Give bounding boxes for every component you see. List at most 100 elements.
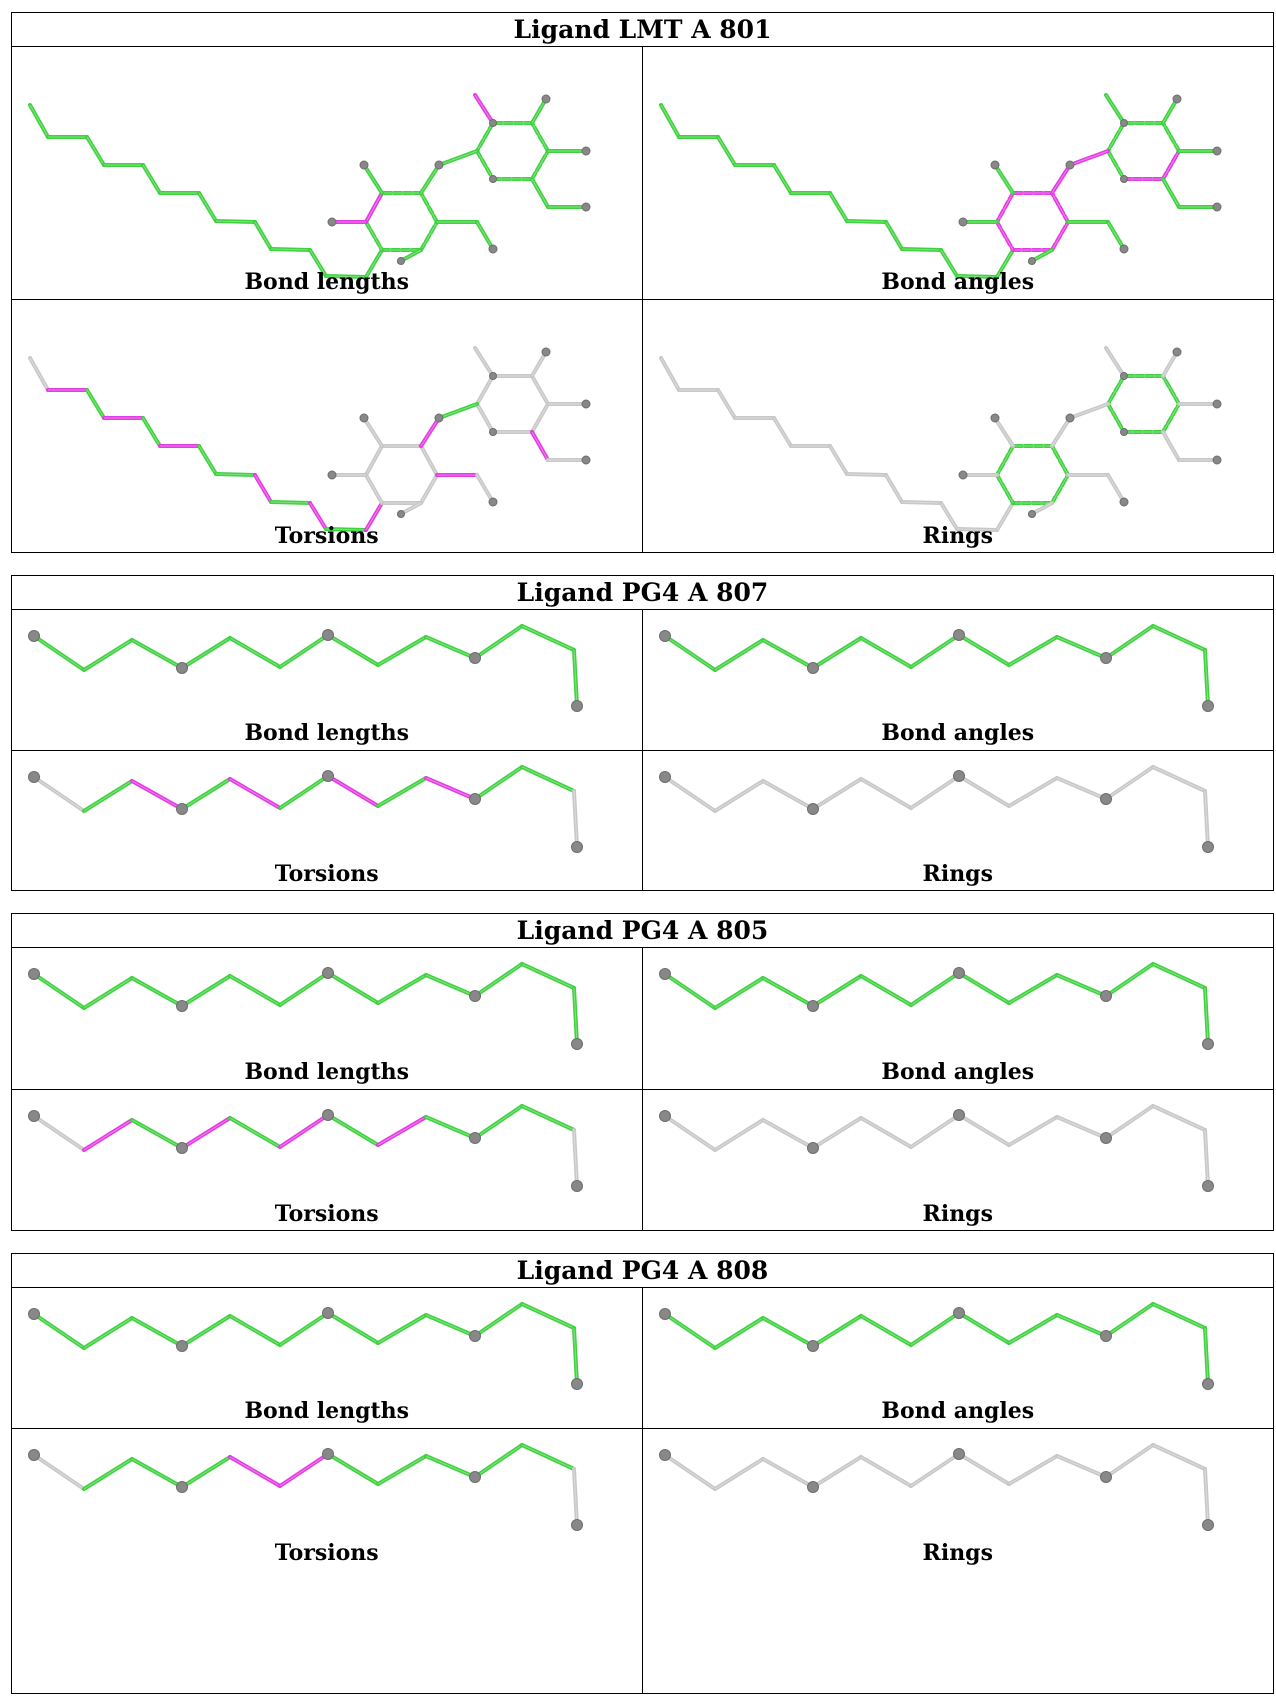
bond xyxy=(197,444,218,476)
atom xyxy=(1099,793,1112,805)
bond-highlight xyxy=(33,776,85,812)
atom xyxy=(806,1000,819,1012)
bond xyxy=(419,220,439,252)
bond xyxy=(376,776,428,808)
molecule-diagram xyxy=(658,765,1214,853)
panel-label: Bond lengths xyxy=(244,1059,410,1085)
panel-label: Rings xyxy=(922,861,993,887)
atom xyxy=(658,1308,671,1320)
bond-highlight xyxy=(664,635,715,671)
bond-highlight xyxy=(664,776,715,812)
panel-label: Bond lengths xyxy=(244,720,410,746)
bond xyxy=(954,527,999,532)
panel-label: Torsions xyxy=(274,523,379,549)
bond-highlight xyxy=(254,221,272,250)
bond xyxy=(715,388,737,420)
bond xyxy=(994,191,1015,224)
bond-highlight xyxy=(664,1313,715,1349)
panel-label: Bond angles xyxy=(881,1059,1035,1085)
bond-highlight xyxy=(660,357,679,391)
bond-highlight xyxy=(83,1317,133,1349)
bond-highlight xyxy=(474,1303,523,1337)
ligand-block-lmt-801: Ligand LMT A 801 Bond lengths Bond angle… xyxy=(11,12,1274,553)
bond-highlight xyxy=(1008,1314,1057,1344)
bond xyxy=(662,1114,717,1152)
bond xyxy=(1160,97,1179,125)
bond-highlight xyxy=(254,474,272,503)
bond-highlight xyxy=(714,1458,763,1490)
bond-highlight xyxy=(229,975,281,1006)
bond xyxy=(858,1314,913,1347)
bond-highlight xyxy=(664,1115,715,1151)
bond xyxy=(956,1311,1011,1345)
bond xyxy=(278,1311,330,1347)
bond-highlight xyxy=(1105,1444,1153,1478)
bond xyxy=(278,1113,330,1149)
bond xyxy=(473,765,524,801)
bond xyxy=(475,121,495,153)
bond-highlight xyxy=(860,1315,911,1346)
bond-highlight xyxy=(762,639,813,669)
bond-highlight xyxy=(812,1117,861,1149)
bond xyxy=(326,1311,380,1345)
atom xyxy=(658,968,671,980)
bond-highlight xyxy=(131,639,183,669)
atom xyxy=(176,1142,188,1154)
bond-highlight xyxy=(573,649,578,707)
bond xyxy=(228,1314,282,1347)
bond xyxy=(437,149,479,167)
bond-highlight xyxy=(521,1105,575,1131)
bond-highlight xyxy=(1162,351,1177,377)
bond xyxy=(1202,648,1210,708)
atom xyxy=(1099,990,1112,1002)
ligand-block-pg4-805: Ligand PG4 A 805 Bond lengths Bond angle… xyxy=(11,913,1274,1231)
atom xyxy=(1119,428,1128,436)
bond-highlight xyxy=(131,977,183,1007)
bond xyxy=(32,1114,86,1152)
bond xyxy=(32,1312,86,1350)
atom xyxy=(1099,1330,1112,1342)
molecule-diagram xyxy=(658,1302,1214,1390)
bond xyxy=(475,374,495,406)
bond-highlight xyxy=(717,389,735,419)
bond-highlight xyxy=(996,192,1013,223)
molecule-diagram xyxy=(658,346,1221,532)
bond xyxy=(956,971,1011,1005)
atom xyxy=(571,1519,583,1531)
bond-highlight xyxy=(996,249,1013,278)
bond xyxy=(424,635,477,660)
bond-highlight xyxy=(1152,963,1205,989)
bond-highlight xyxy=(365,502,383,531)
bond-highlight xyxy=(1051,192,1068,223)
bond xyxy=(1160,350,1179,378)
bond-highlight xyxy=(420,474,438,504)
bond-highlight xyxy=(1008,636,1057,666)
bond-highlight xyxy=(83,639,133,671)
molecule-diagram xyxy=(658,1443,1214,1531)
bond-highlight xyxy=(425,1116,476,1139)
bond-highlight xyxy=(181,1456,231,1488)
bond xyxy=(572,1128,579,1188)
atom xyxy=(322,1307,334,1319)
bond xyxy=(278,774,330,810)
bond-highlight xyxy=(365,249,383,278)
atom xyxy=(488,497,498,507)
atom xyxy=(28,1308,40,1320)
bond-highlight xyxy=(131,780,183,810)
bond xyxy=(712,779,765,813)
bond-highlight xyxy=(279,1453,329,1487)
bond xyxy=(326,1113,380,1147)
atom xyxy=(541,94,551,104)
bond xyxy=(1150,1104,1207,1132)
bond-highlight xyxy=(420,164,440,194)
bond xyxy=(82,976,134,1010)
bond-highlight xyxy=(86,136,105,166)
ligand-block-pg4-808: Ligand PG4 A 808 Bond lengths Bond angle… xyxy=(11,1253,1274,1694)
bond xyxy=(1054,635,1108,660)
bond xyxy=(994,501,1015,532)
bond xyxy=(1105,121,1126,153)
ligand-title: Ligand PG4 A 807 xyxy=(12,576,1273,610)
bond-highlight xyxy=(1056,974,1106,997)
bond-highlight xyxy=(812,975,861,1007)
bond-highlight xyxy=(714,1317,763,1349)
